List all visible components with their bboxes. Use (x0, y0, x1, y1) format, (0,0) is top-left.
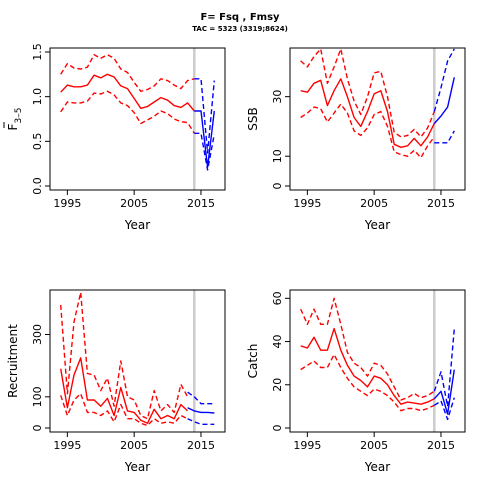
series-historic-median (300, 78, 435, 149)
series-historic-upper (300, 48, 435, 138)
y-axis-label-main: SSB (246, 107, 260, 130)
series-projection-lower (433, 397, 455, 421)
figure-subtitle: TAC = 5323 (3319;8624) (192, 25, 288, 33)
series-group (300, 297, 455, 421)
series-historic-lower (300, 103, 435, 159)
y-tick-label: 0.0 (31, 177, 44, 195)
x-tick-label: 2015 (187, 197, 215, 210)
series-projection-upper (433, 328, 455, 408)
plot-frame (289, 47, 466, 191)
series-projection-median (433, 369, 455, 415)
panel-catch: 1995 2005 2015 Year 0 20 40 60 Catch (246, 289, 466, 474)
y-tick-label: 30 (271, 90, 284, 104)
y-axis: 0.0 0.5 1.0 1.5 (31, 43, 50, 195)
y-tick-label: 20 (271, 378, 284, 392)
x-tick-label: 2005 (120, 439, 148, 452)
y-axis-label: Recruitment (6, 324, 20, 398)
x-axis-label: Year (364, 460, 390, 474)
series-historic-median (300, 327, 435, 405)
series-projection-upper (194, 78, 215, 154)
x-tick-label: 1995 (293, 439, 321, 452)
y-tick-label: 300 (31, 324, 44, 345)
plot-frame (289, 289, 466, 433)
series-projection-lower (187, 418, 215, 425)
y-axis-label-main: Recruitment (6, 324, 20, 398)
x-tick-label: 2015 (427, 439, 455, 452)
x-tick-label: 1995 (53, 439, 81, 452)
panel-f: 1995 2005 2015 Year 0.0 0.5 1.0 1.5 F3–5 (3, 43, 226, 232)
y-tick-label: 1.5 (31, 43, 44, 61)
panel-recruitment: 1995 2005 2015 Year 0 100 300 Recruitment (6, 289, 226, 474)
x-axis-label: Year (124, 218, 150, 232)
y-axis: 0 100 300 (31, 324, 50, 432)
x-axis: 1995 2005 2015 (53, 432, 215, 452)
plot-frame (49, 289, 226, 433)
x-axis: 1995 2005 2015 (293, 190, 455, 210)
figure-title: F= Fsq , Fmsy (200, 12, 280, 23)
x-tick-label: 2005 (360, 197, 388, 210)
series-historic-upper (60, 291, 189, 420)
y-tick-label: 0.5 (31, 133, 44, 151)
y-axis-label: Catch (246, 344, 260, 379)
panels: 1995 2005 2015 Year 0.0 0.5 1.0 1.5 F3–5 1995 2005… (3, 43, 466, 474)
y-tick-label: 1.0 (31, 88, 44, 106)
series-group (60, 54, 215, 171)
y-tick-label: 100 (31, 386, 44, 407)
plot-frame (49, 47, 226, 191)
series-historic-lower (60, 90, 195, 134)
y-tick-label: 0 (271, 183, 284, 190)
x-tick-label: 2005 (120, 197, 148, 210)
panel-ssb: 1995 2005 2015 Year 0 10 30 SSB (246, 47, 466, 232)
x-axis: 1995 2005 2015 (293, 432, 455, 452)
y-axis-label-main: Catch (246, 344, 260, 379)
x-tick-label: 1995 (53, 197, 81, 210)
x-tick-label: 1995 (293, 197, 321, 210)
y-tick-label: 0 (271, 425, 284, 432)
y-tick-label: 40 (271, 335, 284, 349)
series-projection-median (194, 110, 215, 168)
x-axis-label: Year (364, 218, 390, 232)
y-tick-label: 0 (31, 425, 44, 432)
series-historic-lower (60, 393, 188, 427)
y-axis: 0 20 40 60 (271, 291, 290, 432)
x-tick-label: 2005 (360, 439, 388, 452)
y-axis-label: F3–5 (6, 108, 24, 131)
y-axis-label-main: F (6, 123, 20, 130)
series-historic-median (60, 73, 195, 112)
x-tick-label: 2015 (427, 197, 455, 210)
series-projection-upper (187, 391, 215, 405)
series-projection-lower (434, 130, 455, 144)
series-historic-upper (300, 297, 435, 401)
x-tick-label: 2015 (187, 439, 215, 452)
y-axis-label: SSB (246, 107, 260, 130)
y-axis: 0 10 30 (271, 90, 290, 190)
series-projection-upper (433, 48, 455, 112)
series-historic-lower (300, 353, 435, 412)
series-historic-upper (60, 54, 195, 93)
y-axis-label-subscript: 3–5 (14, 108, 24, 124)
series-group (60, 291, 215, 427)
series-projection-median (433, 77, 455, 124)
series-projection-median (187, 407, 215, 414)
y-tick-label: 60 (271, 291, 284, 305)
series-group (300, 48, 455, 159)
series-historic-median (60, 357, 189, 424)
series-projection-lower (194, 132, 215, 171)
x-axis: 1995 2005 2015 (53, 190, 215, 210)
y-tick-label: 10 (271, 149, 284, 163)
x-axis-label: Year (124, 460, 150, 474)
